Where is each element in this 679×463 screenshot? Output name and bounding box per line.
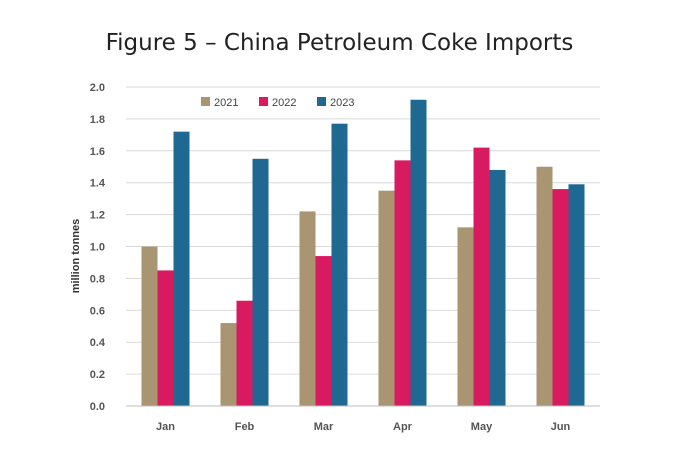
x-category-label: Apr	[393, 421, 413, 433]
y-tick-label: 1.4	[90, 178, 106, 190]
bar-2023-apr	[410, 99, 427, 406]
legend-swatch	[317, 97, 326, 106]
bar-2023-feb	[252, 158, 269, 406]
y-axis-label: million tonnes	[70, 219, 82, 294]
legend-swatch	[259, 97, 268, 106]
y-tick-label: 0.4	[90, 337, 106, 349]
legend-label: 2022	[272, 97, 296, 109]
x-category-label: Feb	[235, 421, 255, 433]
bar-2023-may	[489, 169, 506, 406]
chart-title: Figure 5 – China Petroleum Coke Imports	[105, 30, 574, 56]
y-tick-label: 0.6	[90, 305, 105, 317]
bar-2021-mar	[299, 211, 316, 406]
bar-2023-mar	[331, 123, 348, 406]
bar-2021-feb	[220, 323, 237, 406]
x-category-label: May	[471, 421, 493, 433]
y-tick-label: 1.8	[90, 114, 105, 126]
bars	[141, 99, 585, 407]
bar-2023-jan	[173, 131, 190, 406]
x-category-label: Mar	[314, 421, 334, 433]
bar-2021-jun	[536, 166, 553, 406]
y-tick-label: 1.2	[90, 210, 105, 222]
x-category-label: Jun	[551, 421, 571, 433]
bar-2022-apr	[394, 160, 411, 406]
bar-2021-jan	[141, 246, 158, 406]
bar-2022-jun	[552, 189, 569, 406]
y-tick-label: 2.0	[90, 82, 105, 94]
legend-swatch	[201, 97, 210, 106]
gridlines	[126, 86, 600, 375]
bar-2022-may	[473, 147, 490, 407]
y-tick-label: 0.2	[90, 369, 105, 381]
bar-2022-jan	[157, 270, 174, 406]
bar-2021-apr	[378, 190, 395, 406]
bar-2021-may	[457, 227, 474, 406]
y-tick-label: 1.0	[90, 242, 105, 254]
legend: 2021 2022 2023	[201, 97, 354, 109]
legend-label: 2021	[214, 97, 238, 109]
bar-2022-mar	[315, 256, 332, 406]
bar-2022-feb	[236, 300, 253, 406]
y-tick-label: 1.6	[90, 146, 105, 158]
x-axis-categories: Jan Feb Mar Apr May Jun	[156, 421, 571, 433]
bar-2023-jun	[568, 184, 585, 406]
legend-label: 2023	[330, 97, 354, 109]
x-category-label: Jan	[156, 421, 175, 433]
y-axis-ticks: 0.0 0.2 0.4 0.6 0.8 1.0 1.2 1.4 1.6 1.8 2.0	[90, 82, 106, 413]
y-tick-label: 0.0	[90, 401, 105, 413]
y-tick-label: 0.8	[90, 273, 105, 285]
